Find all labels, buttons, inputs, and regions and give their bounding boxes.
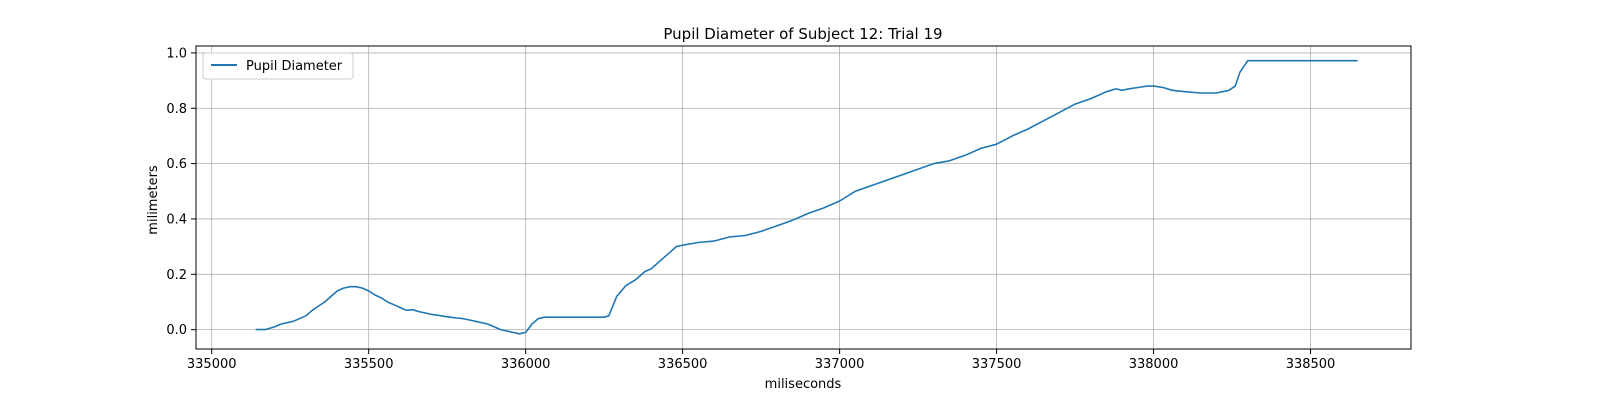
- chart-title: Pupil Diameter of Subject 12: Trial 19: [663, 25, 942, 43]
- x-tick-label: 335000: [187, 357, 237, 372]
- plot-frame: [195, 45, 1412, 350]
- series-layer: [255, 59, 1358, 335]
- x-tick-label: 337000: [815, 357, 865, 372]
- y-tick-label: 1.0: [166, 46, 187, 61]
- legend-box: [202, 52, 354, 80]
- y-tick-label: 0.4: [166, 212, 187, 227]
- series-line-pupil-diameter: [255, 59, 1358, 335]
- y-axis-ticks: 0.0 0.2 0.4 0.6 0.8 1.0: [166, 46, 196, 338]
- x-tick-label: 337500: [972, 357, 1022, 372]
- x-tick-label: 336500: [658, 357, 708, 372]
- plot-area: 335000 335500 336000 336500 337000 337500 3380…: [166, 45, 1412, 372]
- grid: [196, 46, 1411, 349]
- legend-label: Pupil Diameter: [246, 59, 343, 74]
- y-tick-label: 0.0: [166, 323, 187, 338]
- y-tick-label: 0.2: [166, 268, 187, 283]
- y-axis-label: milimeters: [146, 165, 161, 235]
- x-tick-label: 335500: [344, 357, 394, 372]
- legend: Pupil Diameter: [202, 52, 354, 80]
- y-tick-label: 0.8: [166, 102, 187, 117]
- x-tick-label: 338000: [1129, 357, 1179, 372]
- x-axis-label: miliseconds: [765, 377, 842, 392]
- x-axis-ticks: 335000 335500 336000 336500 337000 337500 3380…: [187, 349, 1335, 372]
- x-tick-label: 336000: [501, 357, 551, 372]
- x-tick-label: 338500: [1286, 357, 1336, 372]
- y-tick-label: 0.6: [166, 157, 187, 172]
